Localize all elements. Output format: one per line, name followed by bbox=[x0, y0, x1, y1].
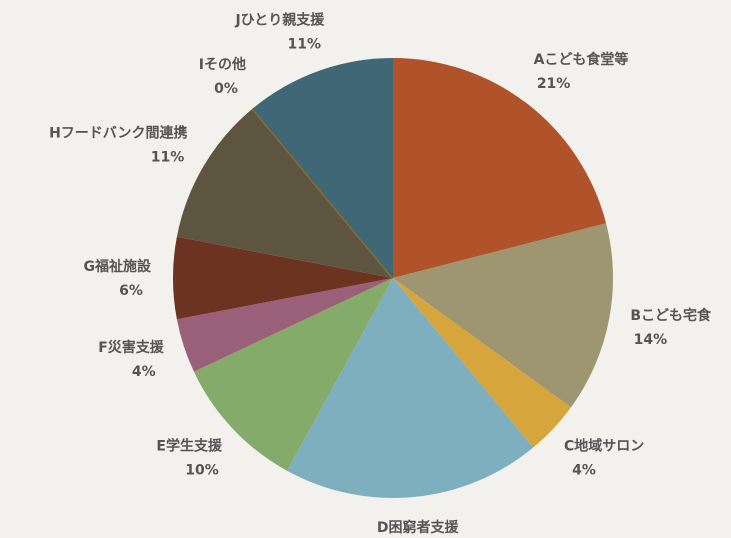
slice-value-label: 4% bbox=[572, 462, 596, 478]
slice-label: Iその他 bbox=[199, 56, 246, 73]
slice-label: C地域サロン bbox=[564, 437, 644, 454]
slice-label: Bこども宅食 bbox=[630, 307, 712, 324]
slice-value-label: 14% bbox=[634, 332, 668, 348]
pie-slice bbox=[176, 108, 393, 278]
pie-slice bbox=[287, 278, 534, 498]
pie-slice bbox=[252, 58, 393, 278]
slice-label: E学生支援 bbox=[156, 437, 223, 454]
slice-value-label: 4% bbox=[132, 364, 156, 380]
slice-label: D困窮者支援 bbox=[377, 519, 460, 536]
slice-label: Aこども食堂等 bbox=[534, 51, 629, 68]
pie-slice bbox=[193, 278, 393, 471]
pie-slice bbox=[393, 278, 571, 448]
pie-slice bbox=[173, 236, 393, 320]
slice-value-label: 21% bbox=[537, 76, 571, 92]
slice-value-label: 10% bbox=[185, 462, 219, 478]
slice-value-label: 11% bbox=[151, 150, 185, 166]
slice-label: Hフードバンク間連携 bbox=[49, 125, 187, 142]
slice-value-label: 11% bbox=[287, 36, 321, 52]
pie-slice bbox=[176, 278, 393, 372]
pie-slice bbox=[393, 58, 607, 278]
slice-value-label: 0% bbox=[214, 81, 238, 97]
slice-label: Jひとり親支援 bbox=[234, 11, 325, 28]
slice-value-label: 6% bbox=[119, 283, 143, 299]
slice-label: G福祉施設 bbox=[84, 258, 152, 275]
slice-label: F災害支援 bbox=[98, 339, 165, 356]
pie-slice bbox=[393, 223, 613, 408]
